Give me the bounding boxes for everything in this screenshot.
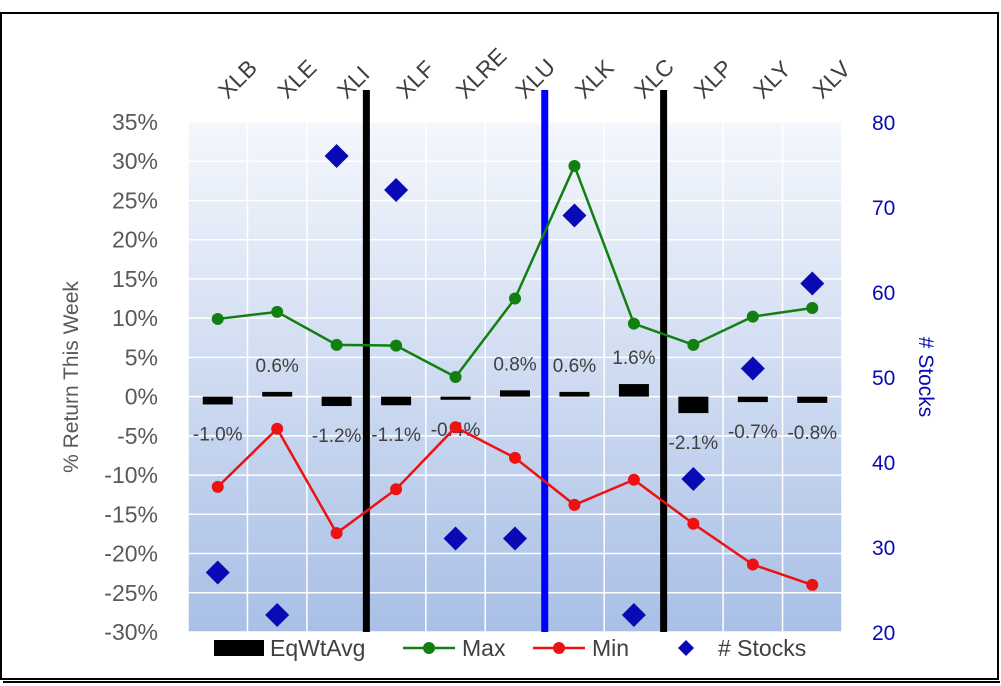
eqwtavg-data-label: 0.6% xyxy=(256,356,299,377)
legend-key-eqwtavg xyxy=(214,640,264,656)
left-tick-label: 25% xyxy=(112,187,158,213)
series-max xyxy=(211,159,819,383)
min-point xyxy=(687,517,700,530)
stocks-point xyxy=(265,603,290,627)
max-point xyxy=(687,338,700,351)
category-separators xyxy=(362,90,668,632)
eqwtavg-data-label: -0.7% xyxy=(728,422,778,443)
legend-key-max-marker xyxy=(423,642,435,654)
right-tick-label: 70 xyxy=(872,197,895,220)
left-axis-ticks: -30% -25% -20% -15% -10% -5% 0% 5% 10% 15% 20% 25% 3… xyxy=(104,109,158,645)
eqwtavg-bar xyxy=(202,396,233,405)
stocks-point xyxy=(324,144,349,168)
left-tick-label: -15% xyxy=(104,501,158,527)
right-tick-label: 80 xyxy=(872,112,895,135)
stocks-point xyxy=(800,271,825,296)
eqwtavg-bar xyxy=(737,396,768,403)
series-eqwtavg xyxy=(202,384,828,414)
left-tick-label: -20% xyxy=(104,541,158,567)
stocks-point xyxy=(503,526,527,551)
max-point xyxy=(509,292,521,305)
left-tick-label: -5% xyxy=(117,423,158,449)
max-point xyxy=(449,371,462,383)
legend-label-eqwtavg: EqWtAvg xyxy=(270,635,365,661)
legend-key-stocks xyxy=(678,640,694,656)
eqwtavg-data-label: -1.0% xyxy=(193,424,243,445)
min-point xyxy=(390,483,403,496)
left-tick-label: -30% xyxy=(104,619,158,645)
min-point xyxy=(449,421,462,434)
series-stocks xyxy=(205,144,825,627)
left-tick-label: 20% xyxy=(112,227,158,253)
stocks-point xyxy=(740,356,765,381)
eqwtavg-data-labels: -1.0%0.6%-1.2%-1.1%-0.4%0.8%0.6%1.6%-2.1… xyxy=(193,348,837,454)
right-tick-label: 40 xyxy=(872,452,895,475)
min-point xyxy=(330,527,343,540)
max-point xyxy=(806,301,819,314)
legend-key-min-marker xyxy=(553,642,565,654)
eqwtavg-data-label: -0.8% xyxy=(787,423,837,444)
plot-area xyxy=(188,122,842,632)
stocks-point xyxy=(443,526,468,551)
min-point xyxy=(509,451,521,464)
eqwtavg-data-label: -1.1% xyxy=(371,425,421,446)
left-tick-label: 30% xyxy=(112,148,158,174)
left-tick-label: -25% xyxy=(104,580,158,606)
eqwtavg-data-label: -1.2% xyxy=(312,426,362,447)
min-point xyxy=(211,480,224,493)
min-point xyxy=(271,422,284,435)
legend: EqWtAvg Max Min # Stocks xyxy=(214,635,806,661)
left-tick-label: 10% xyxy=(112,305,158,331)
stocks-point xyxy=(562,203,587,228)
min-point xyxy=(627,473,640,486)
series-min xyxy=(211,421,819,591)
legend-label-max: Max xyxy=(462,635,506,661)
eqwtavg-bar xyxy=(321,396,352,407)
stocks-point xyxy=(205,560,230,585)
max-point xyxy=(390,339,403,352)
right-axis-ticks: 20 30 40 50 60 70 80 xyxy=(872,112,895,645)
legend-label-min: Min xyxy=(592,635,629,661)
max-point xyxy=(271,305,284,318)
min-point xyxy=(806,578,819,591)
stocks-point xyxy=(621,603,646,627)
right-axis-title: # Stocks xyxy=(914,337,937,418)
eqwtavg-bar xyxy=(381,396,412,406)
eqwtavg-bar xyxy=(500,390,530,397)
left-tick-label: 5% xyxy=(125,344,158,370)
eqwtavg-data-label: -2.1% xyxy=(669,433,719,454)
stocks-point xyxy=(384,178,409,202)
right-tick-label: 60 xyxy=(872,282,895,305)
left-tick-label: -10% xyxy=(104,462,158,488)
right-tick-label: 30 xyxy=(872,537,895,560)
eqwtavg-bar xyxy=(559,391,590,397)
min-point xyxy=(746,558,759,571)
left-tick-label: 0% xyxy=(125,384,158,410)
eqwtavg-bar xyxy=(440,396,471,400)
left-axis-title: % Return This Week xyxy=(60,281,83,473)
right-tick-label: 20 xyxy=(872,622,895,645)
eqwtavg-bar xyxy=(797,396,828,403)
legend-label-stocks: # Stocks xyxy=(718,635,806,661)
right-tick-label: 50 xyxy=(872,367,895,390)
min-point xyxy=(568,498,581,511)
max-point xyxy=(568,159,581,172)
eqwtavg-bar xyxy=(618,384,649,397)
stocks-point xyxy=(681,467,706,491)
eqwtavg-data-label: 0.8% xyxy=(493,354,536,375)
max-point xyxy=(211,312,224,325)
max-point xyxy=(746,310,759,323)
eqwtavg-data-label: 1.6% xyxy=(612,348,655,369)
eqwtavg-bar xyxy=(262,391,293,397)
left-tick-label: 35% xyxy=(112,109,158,135)
eqwtavg-data-label: 0.6% xyxy=(553,356,596,377)
max-point xyxy=(627,317,640,330)
max-point xyxy=(330,338,343,351)
left-tick-label: 15% xyxy=(112,266,158,292)
eqwtavg-bar xyxy=(678,396,709,414)
